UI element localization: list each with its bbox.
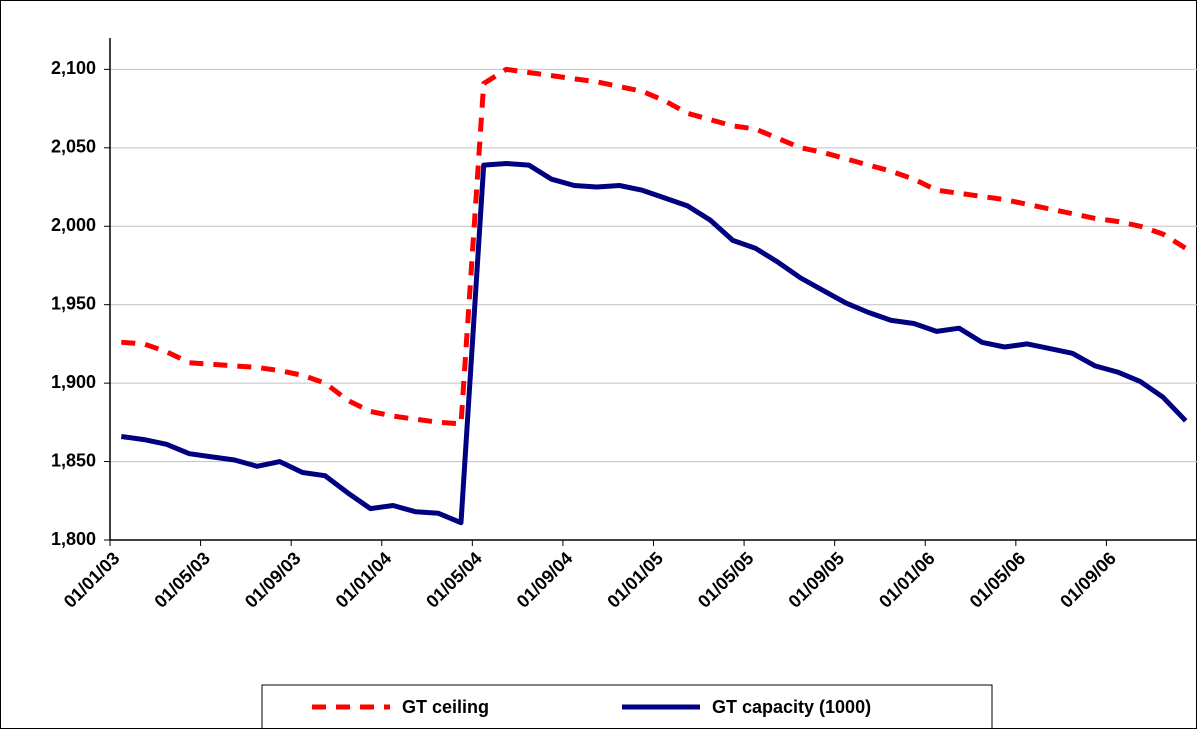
legend-box bbox=[261, 684, 993, 728]
y-tick-label: 2,000 bbox=[51, 215, 96, 235]
y-tick-label: 2,050 bbox=[51, 137, 96, 157]
y-tick-label: 1,850 bbox=[51, 450, 96, 470]
series-line bbox=[120, 161, 1188, 526]
legend-label: GT ceiling bbox=[402, 697, 489, 717]
y-tick-label: 2,100 bbox=[51, 58, 96, 78]
y-tick-label: 1,800 bbox=[51, 529, 96, 549]
y-tick-label: 1,950 bbox=[51, 293, 96, 313]
y-tick-label: 1,900 bbox=[51, 372, 96, 392]
legend-label: GT capacity (1000) bbox=[712, 697, 871, 717]
series-line bbox=[121, 66, 1188, 427]
